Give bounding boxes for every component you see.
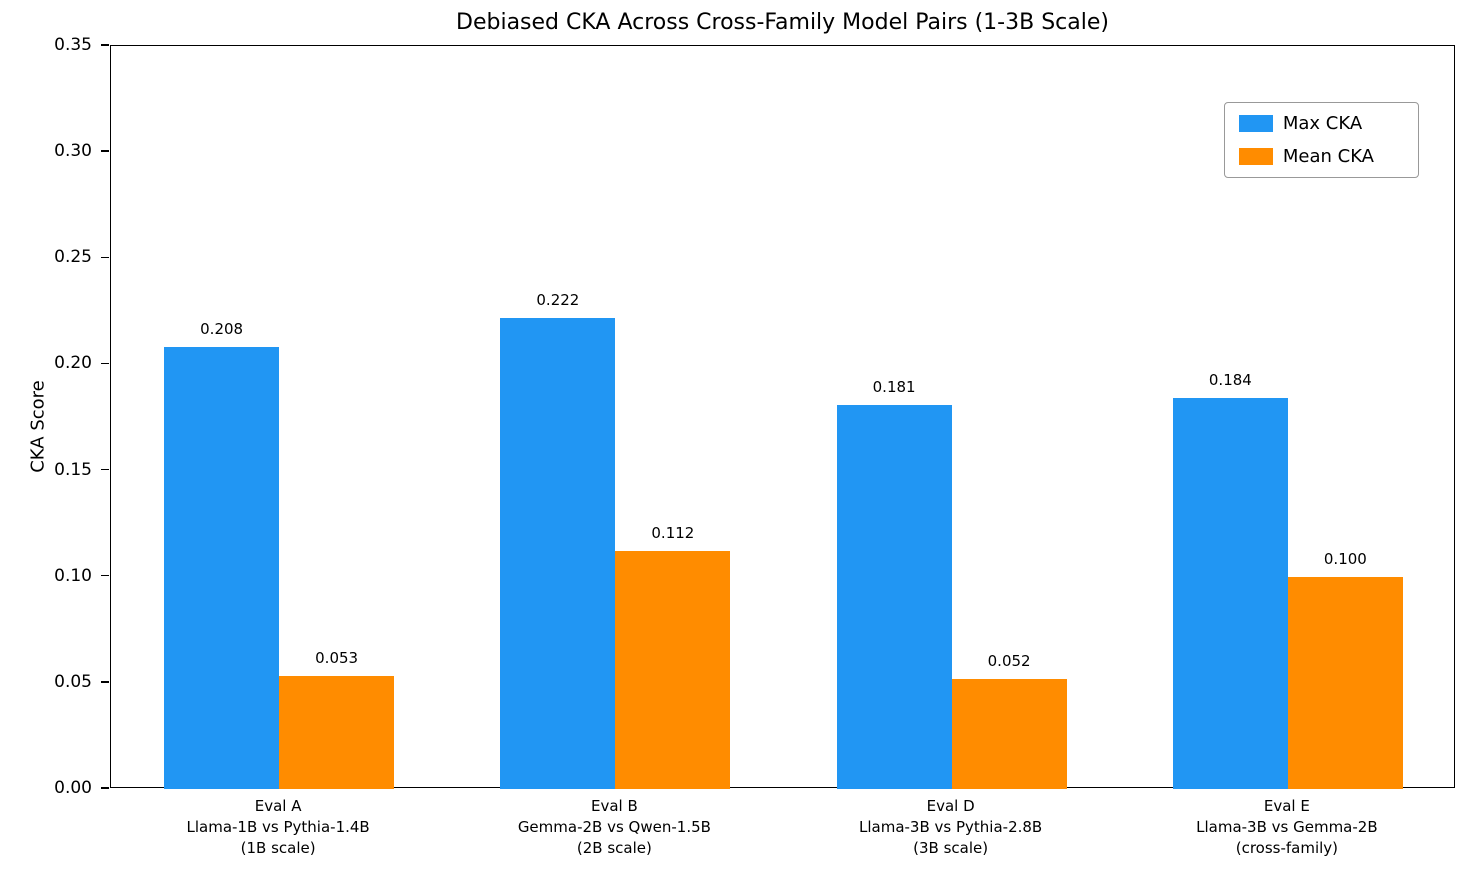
legend-swatch	[1238, 115, 1273, 132]
bar-value-label: 0.052	[987, 651, 1031, 670]
bar-mean-cka	[1287, 576, 1403, 789]
y-tick-label: 0.25	[54, 247, 92, 268]
y-tick-label: 0.20	[54, 353, 92, 374]
y-tick-label: 0.30	[54, 141, 92, 162]
bar-value-label: 0.181	[872, 377, 916, 396]
bar-max-cka	[500, 317, 616, 789]
bar-value-label: 0.100	[1323, 549, 1367, 568]
bar-mean-cka	[615, 551, 731, 789]
legend-swatch	[1238, 148, 1273, 165]
bar-mean-cka	[951, 678, 1067, 789]
y-tick-mark	[101, 44, 109, 46]
bar-max-cka	[164, 347, 280, 789]
x-tick-label: Eval B Gemma-2B vs Qwen-1.5B (2B scale)	[517, 797, 711, 857]
y-tick-mark	[101, 468, 109, 471]
y-tick-mark	[101, 362, 109, 365]
plot-area: 0.208 0.053 0.222 0.112 0.181 0.052 0.184 0.100…	[110, 45, 1455, 789]
y-tick-label: 0.15	[54, 459, 92, 480]
x-tick-label: Eval A Llama-1B vs Pythia-1.4B (1B scale…	[186, 797, 370, 857]
legend: Max CKA Mean CKA	[1223, 102, 1419, 178]
x-tick-label: Eval D Llama-3B vs Pythia-2.8B (3B scale…	[859, 797, 1043, 857]
legend-label: Max CKA	[1282, 113, 1363, 134]
bar-value-label: 0.184	[1208, 371, 1252, 390]
y-tick-mark	[101, 787, 109, 789]
bar-mean-cka	[279, 676, 395, 789]
bar-value-label: 0.208	[200, 320, 244, 339]
chart-title: Debiased CKA Across Cross-Family Model P…	[456, 10, 1109, 35]
y-tick-label: 0.10	[54, 565, 92, 586]
x-tick-label: Eval E Llama-3B vs Gemma-2B (cross-famil…	[1196, 797, 1378, 857]
bar-max-cka	[836, 404, 952, 789]
bar-value-label: 0.222	[536, 290, 580, 309]
y-tick-label: 0.00	[54, 778, 92, 798]
y-tick-label: 0.35	[54, 35, 92, 55]
y-tick-mark	[101, 150, 109, 152]
y-tick-label: 0.05	[54, 671, 92, 692]
legend-entry: Max CKA	[1238, 113, 1404, 134]
y-tick-mark	[101, 574, 109, 577]
legend-entry: Mean CKA	[1238, 146, 1404, 167]
bar-value-label: 0.053	[315, 649, 359, 668]
y-tick-mark	[101, 256, 109, 259]
legend-label: Mean CKA	[1282, 146, 1374, 167]
y-tick-mark	[101, 681, 109, 683]
bar-max-cka	[1172, 398, 1288, 789]
bar-value-label: 0.112	[651, 524, 695, 543]
